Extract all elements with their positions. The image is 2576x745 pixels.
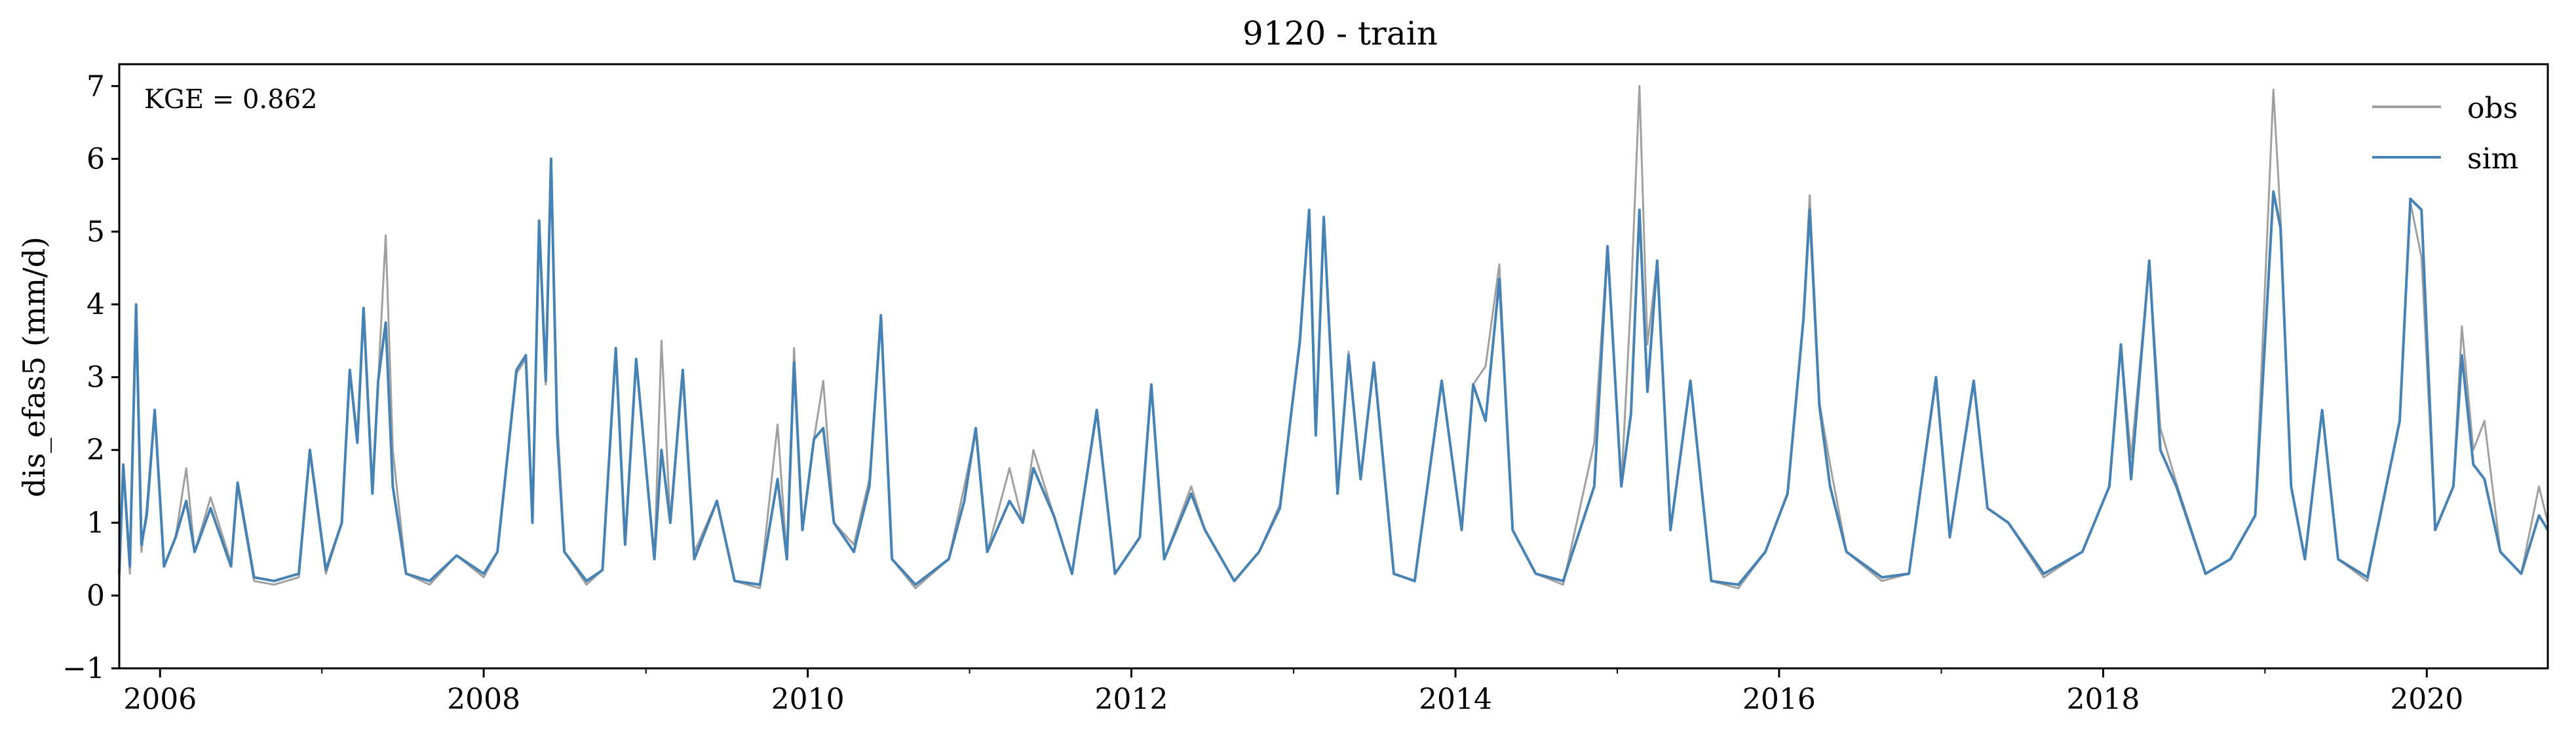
series-layer — [118, 85, 2549, 590]
legend-label-sim: sim — [2467, 142, 2518, 176]
chart-title: 9120 - train — [1242, 14, 1438, 52]
x-axis-ticks: 2006 2008 2010 2012 2014 2016 2018 2020 — [123, 668, 2463, 716]
y-tick-label: 2 — [87, 434, 105, 467]
x-tick-label: 2012 — [1095, 683, 1168, 716]
x-tick-label: 2020 — [2390, 683, 2463, 716]
y-tick-label: 0 — [87, 579, 105, 613]
y-tick-label: 3 — [87, 361, 105, 394]
y-axis-ticks: −1 0 1 2 3 4 5 6 7 — [62, 69, 119, 685]
y-tick-label: 1 — [87, 506, 105, 540]
x-tick-label: 2008 — [447, 683, 520, 716]
series-line-obs — [118, 85, 2549, 590]
kge-annotation: KGE = 0.862 — [144, 85, 318, 115]
y-tick-label: 5 — [87, 215, 105, 248]
legend-label-obs: obs — [2467, 92, 2518, 125]
y-tick-label: −1 — [62, 652, 105, 685]
y-tick-label: 6 — [87, 142, 105, 176]
x-tick-label: 2006 — [123, 683, 197, 716]
series-line-sim — [118, 157, 2549, 586]
x-tick-label: 2014 — [1419, 683, 1492, 716]
y-tick-label: 7 — [87, 69, 105, 103]
y-tick-label: 4 — [87, 288, 105, 322]
legend: obs sim — [2372, 92, 2518, 176]
x-tick-label: 2018 — [2066, 683, 2140, 716]
x-tick-label: 2016 — [1742, 683, 1816, 716]
x-tick-label: 2010 — [771, 683, 845, 716]
y-axis-label: dis_efas5 (mm/d) — [16, 237, 52, 497]
plot-frame — [118, 63, 2549, 670]
